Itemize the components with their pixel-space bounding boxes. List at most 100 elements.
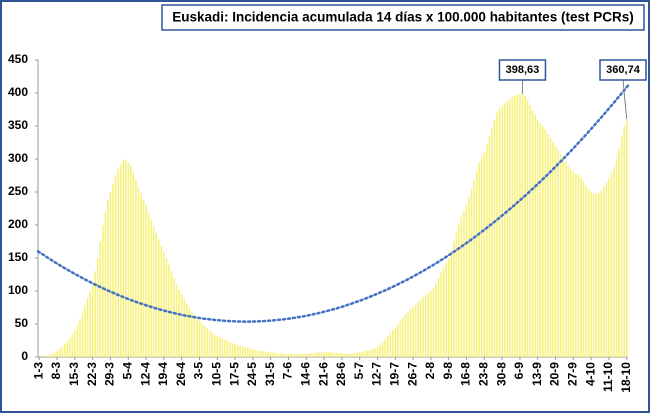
bar: [300, 353, 303, 357]
bar: [567, 165, 570, 357]
bar: [142, 199, 145, 357]
bar: [320, 352, 323, 357]
bar: [483, 152, 486, 357]
bar: [155, 232, 158, 357]
x-tick-label: 17-5: [227, 362, 241, 386]
bar: [206, 328, 208, 357]
bar: [526, 99, 529, 357]
title-box: [161, 4, 645, 31]
bar: [577, 174, 580, 357]
bar: [170, 271, 173, 357]
bar: [366, 350, 369, 357]
bar: [414, 304, 417, 357]
y-tick-label: 250: [8, 184, 28, 198]
bar: [493, 119, 496, 358]
bar: [91, 284, 94, 357]
bar: [501, 106, 503, 357]
y-tick-label: 300: [8, 151, 28, 165]
bar: [313, 353, 315, 357]
bar: [43, 356, 46, 357]
bar: [308, 353, 310, 357]
bar: [191, 311, 193, 357]
x-tick-label: 31-5: [263, 362, 277, 386]
label-leader: [622, 79, 628, 119]
bar: [193, 314, 196, 357]
x-tick-label: 26-7: [405, 362, 419, 386]
x-tick-label: 19-4: [156, 362, 170, 386]
x-tick-label: 10-5: [209, 362, 223, 386]
bar: [86, 297, 89, 357]
bar: [585, 185, 587, 357]
bar: [264, 351, 267, 357]
bar: [175, 284, 178, 357]
bar: [346, 353, 348, 357]
bar: [76, 325, 79, 357]
bar: [183, 298, 186, 357]
bar: [79, 319, 81, 357]
bar: [432, 287, 435, 357]
bar: [246, 347, 249, 357]
bar: [620, 135, 623, 357]
y-tick-label: 400: [8, 85, 28, 99]
bar: [595, 193, 598, 357]
bar: [463, 210, 465, 357]
bar: [363, 351, 366, 357]
y-tick-label: 50: [15, 316, 29, 330]
bar: [328, 351, 330, 357]
bar: [539, 122, 542, 357]
bar: [376, 347, 379, 357]
bar: [541, 126, 544, 357]
bar: [524, 95, 526, 357]
data-label: 398,63: [506, 64, 540, 76]
x-tick-label: 13-9: [530, 362, 544, 386]
bar: [353, 353, 356, 357]
x-tick-label: 29-3: [103, 362, 117, 386]
bar: [229, 342, 231, 357]
bar: [531, 110, 534, 357]
bar: [224, 339, 226, 357]
bar: [104, 211, 107, 357]
bar: [559, 153, 562, 357]
bar: [163, 251, 165, 357]
bar: [407, 312, 409, 357]
bar: [280, 353, 282, 357]
x-tick-label: 9-8: [441, 362, 455, 380]
bar: [48, 355, 51, 357]
bar: [63, 343, 66, 357]
bar: [150, 219, 152, 357]
bar: [285, 353, 287, 357]
bar: [277, 353, 280, 357]
bar: [580, 177, 582, 357]
bar: [338, 353, 341, 357]
chart-title: Euskadi: Incidencia acumulada 14 días x …: [172, 10, 633, 25]
bar: [547, 133, 549, 357]
bar: [117, 168, 119, 357]
bar: [292, 353, 295, 357]
bar: [160, 246, 163, 357]
bar: [226, 341, 229, 357]
bar: [348, 353, 351, 357]
y-tick-label: 200: [8, 217, 28, 231]
x-tick-label: 16-8: [459, 362, 473, 386]
bar: [157, 239, 160, 357]
bar: [262, 351, 264, 357]
bar: [389, 332, 392, 357]
bar: [180, 294, 183, 357]
bar: [234, 343, 236, 357]
bar: [231, 343, 234, 357]
bar: [623, 126, 625, 357]
bar: [491, 127, 493, 357]
bar: [592, 193, 595, 357]
x-tick-label: 15-3: [67, 362, 81, 386]
bar: [381, 342, 384, 357]
bar: [442, 267, 445, 357]
bar: [600, 190, 603, 357]
bar: [603, 186, 605, 357]
x-tick-label: 18-10: [619, 362, 633, 393]
bar: [564, 161, 567, 357]
x-tick-label: 7-6: [281, 362, 295, 380]
bar: [137, 186, 140, 357]
y-tick-label: 450: [8, 52, 28, 66]
bar: [257, 350, 259, 357]
